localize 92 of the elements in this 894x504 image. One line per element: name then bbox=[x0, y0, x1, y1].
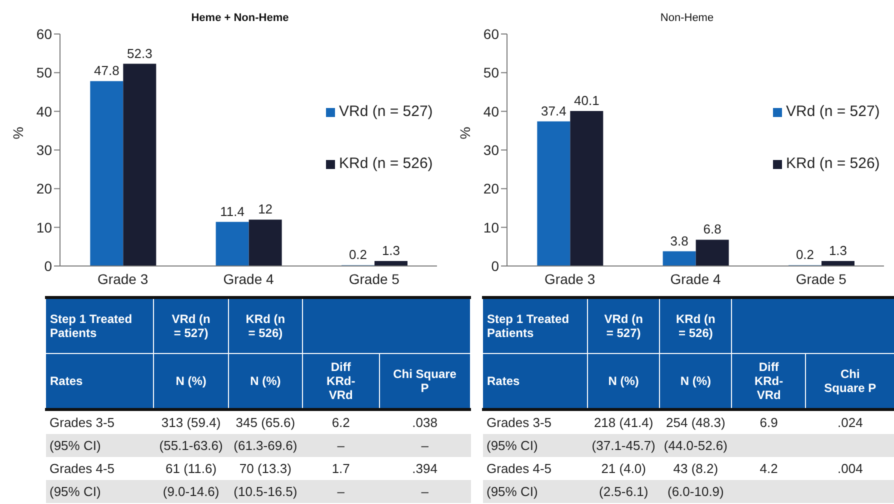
x-tick-label: Grade 3 bbox=[544, 270, 596, 287]
text: N (%) bbox=[588, 354, 660, 410]
text: VRd (n = 527) bbox=[154, 298, 228, 354]
text: (61.3-69.6) bbox=[228, 434, 303, 457]
data-label: 1.3 bbox=[382, 242, 400, 258]
text: N (%) bbox=[660, 354, 732, 410]
legend-label: VRd (n = 527) bbox=[339, 103, 433, 120]
data-label: 1.3 bbox=[828, 242, 848, 258]
y-tick-label: 20 bbox=[483, 180, 500, 197]
text: 4.2 bbox=[732, 457, 806, 480]
chart-title: Non-Heme bbox=[659, 12, 715, 24]
text: (6.0-10.9) bbox=[660, 480, 732, 503]
text: (9.0-14.6) bbox=[154, 480, 228, 503]
legend-label: VRd (n = 527) bbox=[786, 103, 880, 120]
y-tick-label: 50 bbox=[36, 64, 52, 81]
y-axis-title: % bbox=[10, 126, 26, 140]
text: Diff KRd-VRd bbox=[732, 354, 806, 410]
text: (10.5-16.5) bbox=[228, 480, 303, 503]
data-label: 47.8 bbox=[94, 63, 120, 78]
text: (2.5-6.1) bbox=[588, 480, 660, 503]
text: 254 (48.3) bbox=[660, 410, 732, 434]
x-tick-label: Grade 5 bbox=[348, 270, 400, 287]
text: – bbox=[302, 434, 380, 457]
text: KRd (n = 526) bbox=[228, 298, 303, 354]
y-tick-label: 0 bbox=[491, 258, 500, 274]
legend-label: KRd (n = 526) bbox=[786, 155, 880, 172]
text: Grades 4-5 bbox=[482, 457, 588, 480]
y-tick-label: 10 bbox=[483, 219, 500, 236]
text: 345 (65.6) bbox=[228, 410, 303, 434]
text: Chi Square P bbox=[379, 354, 470, 410]
data-label: 6.8 bbox=[703, 222, 722, 237]
data-label: 12 bbox=[258, 202, 273, 217]
text: KRd (n = 526) bbox=[660, 298, 732, 354]
y-tick-label: 60 bbox=[483, 26, 500, 42]
chart-title: Heme + Non-Heme bbox=[190, 12, 290, 24]
text: (44.0-52.6) bbox=[660, 434, 732, 457]
text: N (%) bbox=[154, 354, 228, 410]
text: (55.1-63.6) bbox=[154, 434, 228, 457]
text: – bbox=[379, 434, 470, 457]
text: 61 (11.6) bbox=[154, 457, 228, 480]
text: Diff KRd-VRd bbox=[302, 354, 380, 410]
text: Rates bbox=[46, 354, 154, 410]
y-tick-label: 60 bbox=[36, 26, 52, 42]
data-label: 0.2 bbox=[796, 247, 814, 262]
y-tick-label: 30 bbox=[36, 142, 52, 158]
text: .004 bbox=[806, 457, 894, 480]
text: 218 (41.4) bbox=[588, 410, 660, 434]
text: 43 (8.2) bbox=[660, 457, 732, 480]
data-label: 40.1 bbox=[574, 92, 600, 108]
legend-label: KRd (n = 526) bbox=[339, 155, 433, 172]
text: (37.1-45.7) bbox=[588, 434, 660, 457]
text: (95% CI) bbox=[482, 434, 588, 457]
text: (95% CI) bbox=[46, 434, 154, 457]
text: Step 1 Treated Patients bbox=[46, 298, 154, 354]
y-axis-title: % bbox=[457, 126, 474, 140]
text: Grades 3-5 bbox=[482, 410, 588, 434]
y-tick-label: 40 bbox=[36, 103, 52, 120]
data-label: 11.4 bbox=[220, 204, 244, 219]
text: 1.7 bbox=[302, 457, 380, 480]
text: Grades 4-5 bbox=[46, 457, 154, 480]
text: (95% CI) bbox=[46, 480, 154, 503]
y-tick-label: 0 bbox=[44, 258, 52, 274]
text: (95% CI) bbox=[482, 480, 588, 503]
text: 21 (4.0) bbox=[588, 457, 660, 480]
data-label: 3.8 bbox=[670, 233, 688, 248]
y-tick-label: 40 bbox=[483, 103, 500, 120]
text: .038 bbox=[379, 410, 470, 434]
text: 313 (59.4) bbox=[154, 410, 228, 434]
text: – bbox=[379, 480, 470, 503]
y-tick-label: 20 bbox=[36, 180, 52, 197]
y-tick-label: 10 bbox=[36, 219, 52, 236]
y-tick-label: 30 bbox=[483, 142, 500, 158]
text: Step 1 Treated Patients bbox=[482, 298, 588, 354]
x-tick-label: Grade 5 bbox=[796, 270, 847, 287]
text: 70 (13.3) bbox=[228, 457, 303, 480]
text: 6.9 bbox=[732, 410, 806, 434]
text: – bbox=[302, 480, 380, 503]
text: N (%) bbox=[228, 354, 303, 410]
x-tick-label: Grade 3 bbox=[98, 270, 148, 287]
text: .394 bbox=[379, 457, 470, 480]
text: Chi Square P bbox=[806, 354, 894, 410]
text: Grades 3-5 bbox=[46, 410, 154, 434]
y-tick-label: 50 bbox=[483, 64, 500, 81]
text: VRd (n = 527) bbox=[588, 298, 660, 354]
x-tick-label: Grade 4 bbox=[223, 270, 274, 287]
data-label: 0.2 bbox=[348, 247, 368, 262]
text: .024 bbox=[806, 410, 894, 434]
x-tick-label: Grade 4 bbox=[670, 270, 722, 287]
text: 6.2 bbox=[302, 410, 380, 434]
data-label: 52.3 bbox=[127, 46, 152, 61]
data-label: 37.4 bbox=[541, 103, 566, 118]
text: Rates bbox=[482, 354, 588, 410]
